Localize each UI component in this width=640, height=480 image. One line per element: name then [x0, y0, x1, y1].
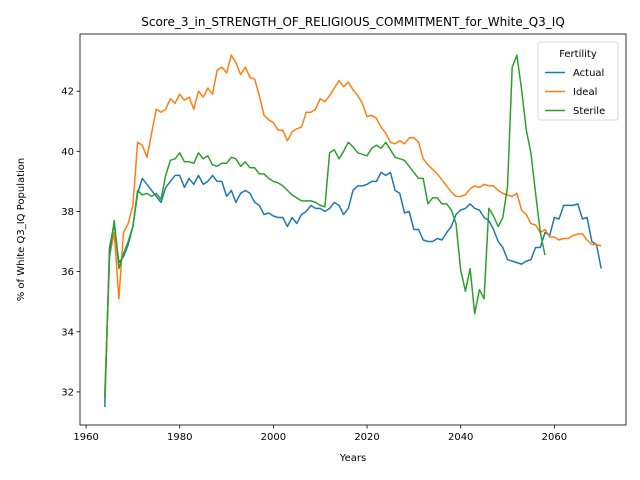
x-tick-label: 2040	[448, 432, 473, 443]
plot-frame	[79, 33, 627, 426]
y-tick-label: 36	[61, 267, 74, 278]
series-line-sterile	[104, 54, 546, 398]
x-tick-label: 2020	[354, 432, 379, 443]
legend-label-ideal: Ideal	[573, 87, 597, 98]
legend-label-sterile: Sterile	[573, 106, 605, 117]
x-tick-label: 2060	[542, 432, 567, 443]
x-axis-label: Years	[339, 453, 366, 464]
legend-box	[537, 41, 619, 121]
legend: Fertility Actual Ideal Sterile	[537, 41, 619, 121]
y-tick-label: 40	[61, 147, 74, 158]
y-tick-label: 42	[61, 87, 74, 98]
x-tick-label: 2000	[261, 432, 286, 443]
series-line-actual	[104, 171, 602, 408]
legend-title: Fertility	[559, 49, 597, 60]
series-line-ideal	[104, 54, 602, 395]
y-axis-label: % of White Q3_IQ Population	[16, 158, 27, 302]
chart-title: Score_3_in_STRENGTH_OF_RELIGIOUS_COMMITM…	[141, 15, 565, 29]
legend-label-actual: Actual	[573, 68, 604, 79]
y-tick-label: 32	[61, 387, 74, 398]
x-tick-label: 1960	[73, 432, 98, 443]
y-tick-label: 38	[61, 207, 74, 218]
y-tick-label: 34	[61, 327, 74, 338]
plot-area	[104, 54, 602, 408]
x-axis: 1960 1980 2000 2020 2040 2060	[73, 425, 567, 443]
x-tick-label: 1980	[167, 432, 192, 443]
y-axis: 32 34 36 38 40 42	[61, 87, 80, 398]
